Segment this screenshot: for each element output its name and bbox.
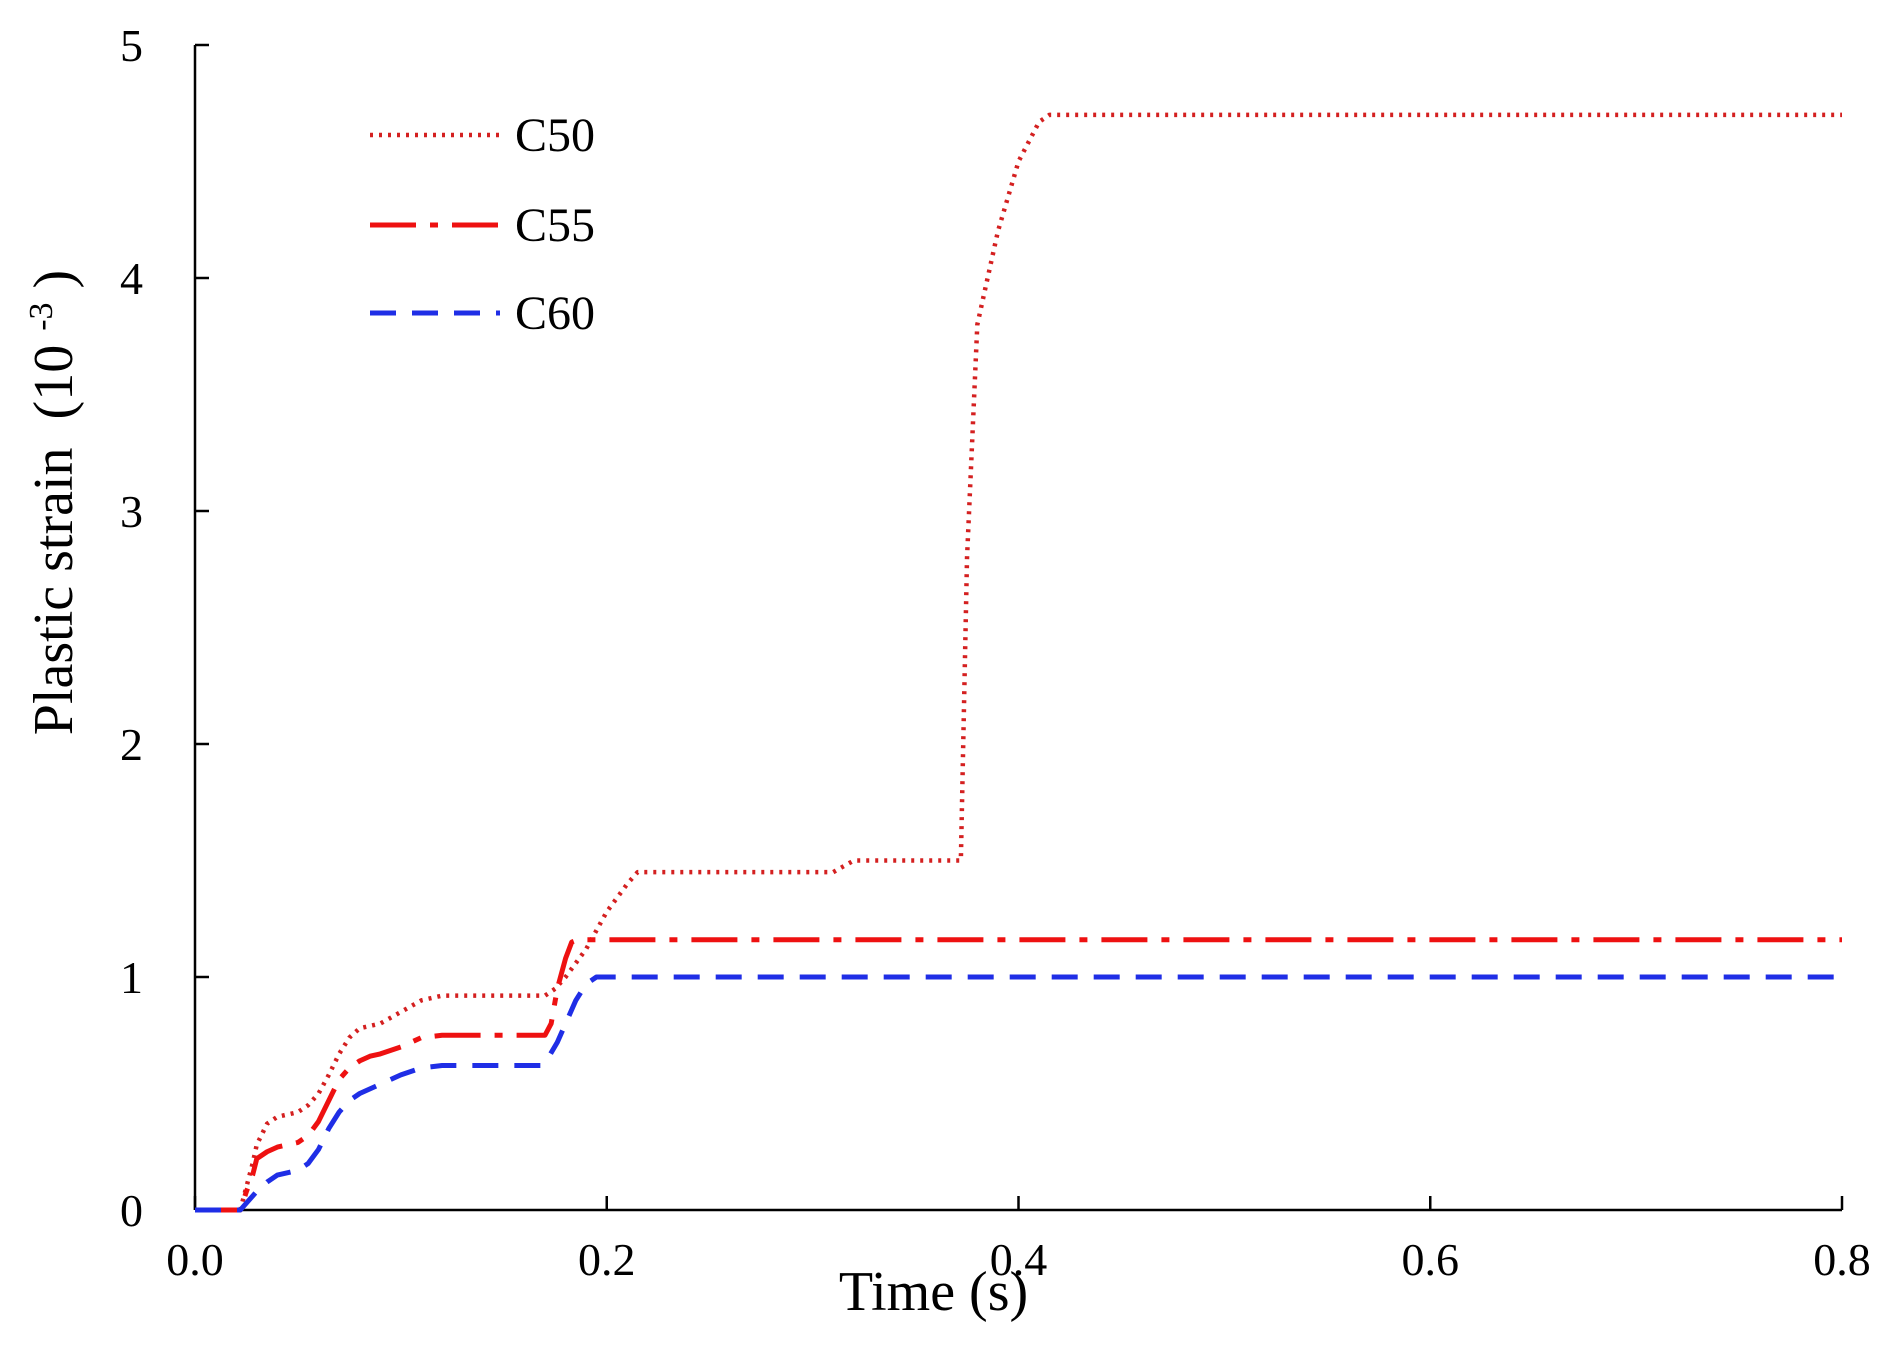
y-axis-unit-base: (10 xyxy=(23,345,85,420)
x-tick-label: 0.2 xyxy=(578,1234,636,1285)
y-tick-label: 5 xyxy=(120,20,143,71)
legend-label-c50: C50 xyxy=(515,109,595,162)
x-tick-label: 0.8 xyxy=(1813,1234,1871,1285)
y-tick-label: 4 xyxy=(120,253,143,304)
series-line-c55 xyxy=(195,937,1842,1213)
y-tick-label: 0 xyxy=(120,1185,143,1236)
y-axis-unit-exponent: -3 xyxy=(23,302,60,330)
series-layer xyxy=(195,112,1842,1213)
series-line-c60 xyxy=(195,974,1842,1213)
legend-label-c60: C60 xyxy=(515,287,595,340)
y-axis-title: Plastic strain (10 -3 ) xyxy=(3,270,85,735)
x-tick-label: 0.4 xyxy=(990,1234,1048,1285)
y-tick-label: 1 xyxy=(120,952,143,1003)
y-axis-title-text: Plastic strain xyxy=(23,447,85,735)
y-tick-label: 3 xyxy=(120,486,143,537)
series-line-c50 xyxy=(195,112,1842,1213)
x-tick-label: 0.0 xyxy=(166,1234,224,1285)
y-axis-unit-close: ) xyxy=(23,270,85,289)
legend: C50 C55 C60 xyxy=(370,109,595,340)
y-tick-label: 2 xyxy=(120,719,143,770)
x-axis-title: Time (s) xyxy=(839,1261,1028,1323)
legend-label-c55: C55 xyxy=(515,199,595,252)
axes: 0 1 2 3 4 5 0.0 0.2 0.4 0.6 0.8 xyxy=(120,20,1871,1285)
x-tick-label: 0.6 xyxy=(1402,1234,1460,1285)
